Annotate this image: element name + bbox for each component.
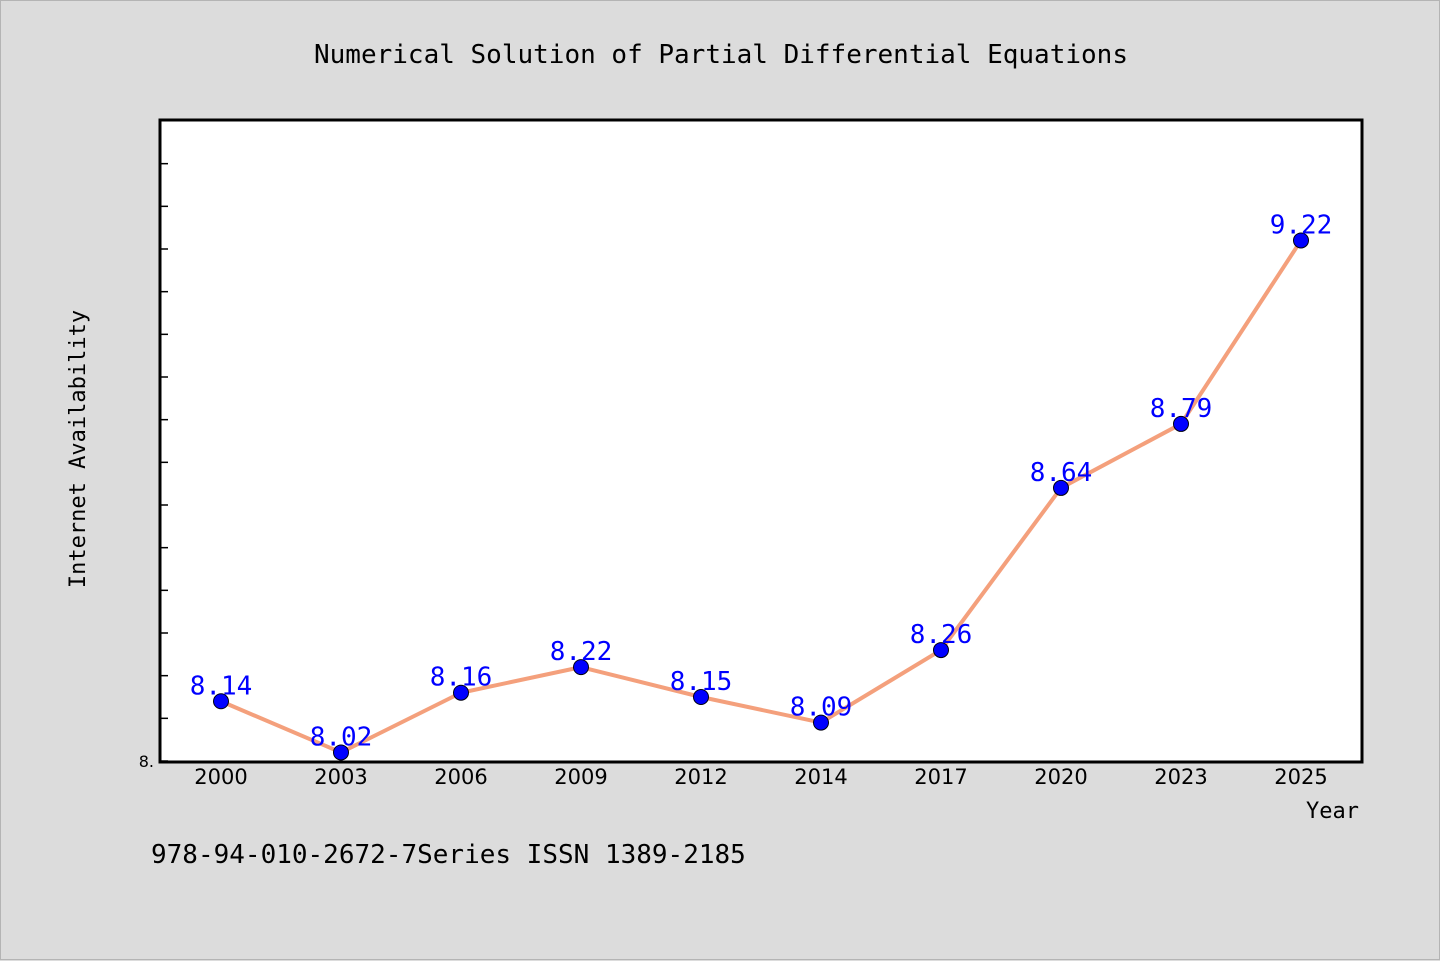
data-point (453, 684, 469, 701)
data-label: 8.15 (670, 667, 733, 697)
data-point (693, 689, 709, 705)
x-axis-ticks: 2000 2003 2006 2009 2012 2014 2017 2020 2023 2025 (194, 765, 1327, 789)
x-tick-label: 2017 (914, 765, 967, 789)
x-axis-label: Year (1306, 799, 1359, 824)
data-point (933, 642, 949, 659)
x-tick-label: 2025 (1274, 765, 1327, 789)
y-axis-label: Internet Availability (66, 310, 91, 588)
data-label: 8.09 (790, 693, 853, 723)
x-tick-label: 2000 (194, 765, 247, 789)
footer-text: 978-94-010-2672-7Series ISSN 1389-2185 (151, 840, 746, 870)
data-point (1053, 479, 1069, 496)
chart-title: Numerical Solution of Partial Differenti… (314, 40, 1128, 70)
data-label: 8.26 (910, 620, 973, 650)
x-tick-label: 2009 (554, 765, 607, 789)
data-label: 9.22 (1270, 210, 1333, 240)
x-tick-label: 2014 (794, 765, 847, 789)
x-tick-label: 2023 (1154, 765, 1207, 789)
y-axis-ticks (161, 162, 168, 762)
data-label: 8.16 (430, 663, 493, 693)
data-point (813, 714, 829, 731)
data-label: 8.79 (1150, 394, 1213, 424)
data-point (1293, 232, 1309, 249)
x-tick-label: 2012 (674, 765, 727, 789)
x-tick-label: 2020 (1034, 765, 1087, 789)
data-point (213, 693, 229, 710)
y-tick-label: 8. (139, 752, 154, 771)
x-tick-label: 2003 (314, 765, 367, 789)
data-point (573, 659, 589, 676)
series-layer: 8.14 8.02 8.16 8.22 8.15 8.09 8.26 8.64 8.79 9.22 (190, 210, 1333, 761)
series-line (220, 239, 1303, 755)
x-tick-label: 2006 (434, 765, 487, 789)
data-label: 8.02 (310, 722, 373, 752)
data-label: 8.64 (1030, 458, 1093, 488)
plot-area (158, 118, 1364, 764)
data-label: 8.22 (550, 637, 613, 667)
data-point (1173, 415, 1189, 432)
data-point (333, 744, 349, 761)
data-label: 8.14 (190, 671, 253, 701)
